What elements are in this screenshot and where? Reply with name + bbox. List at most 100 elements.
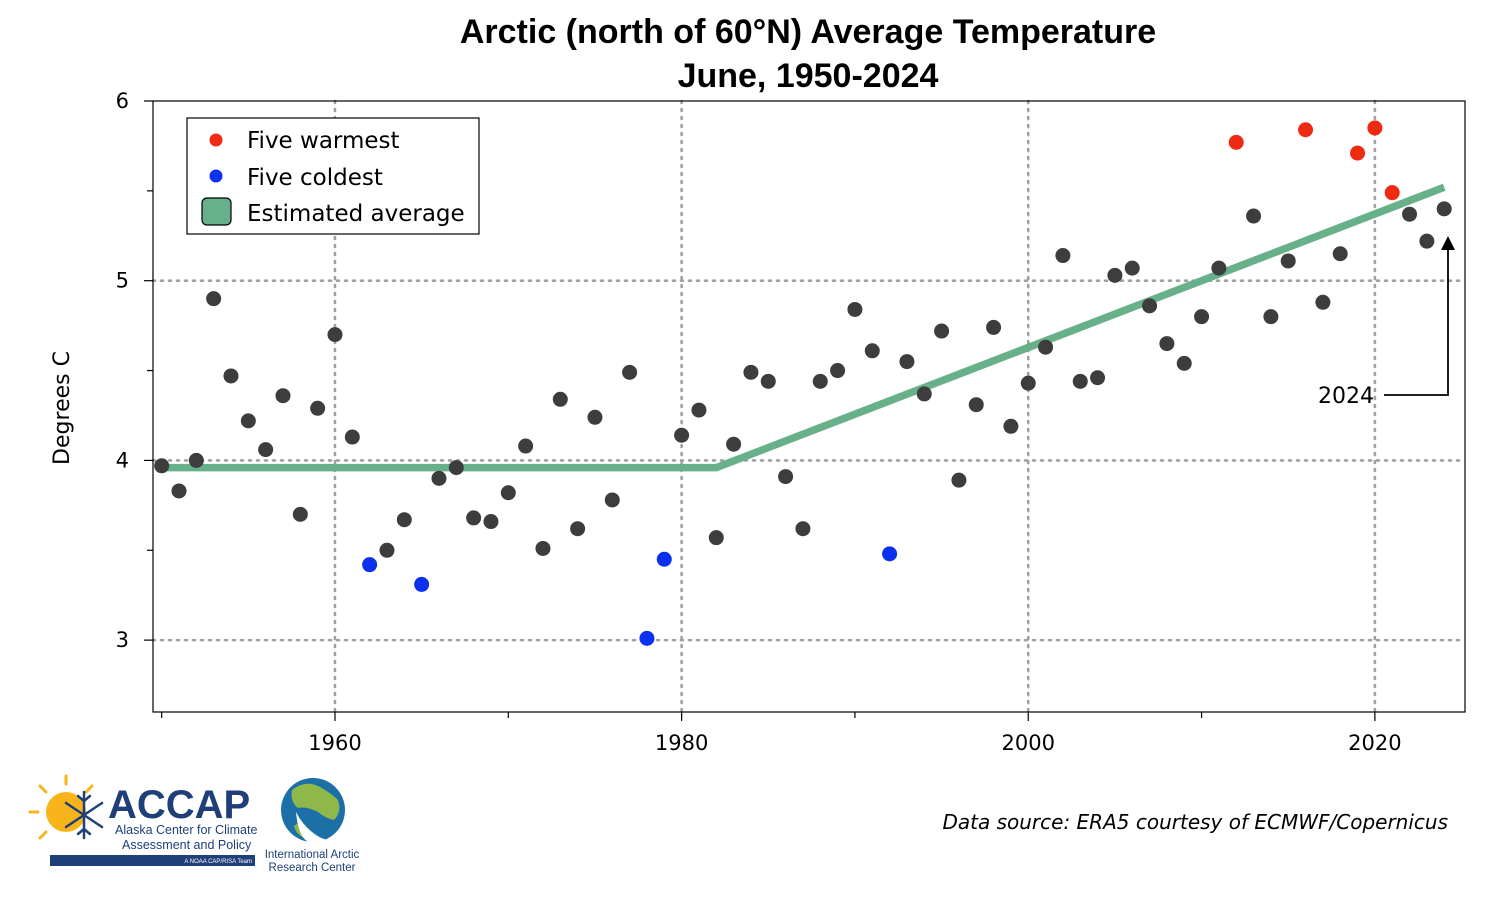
iarc-line1: International Arctic [265,849,360,861]
data-point-warm-2020 [1367,120,1383,136]
data-point-normal-1957 [275,388,291,404]
accap-line2: Assessment and Policy [122,838,252,852]
data-point-normal-1961 [344,429,360,445]
data-point-normal-1977 [622,364,638,380]
chart-title: Arctic (north of 60°N) Average Temperatu… [460,13,1156,51]
data-point-normal-1999 [1003,418,1019,434]
axes: 1960 1980 2000 2020 3 4 5 6 [116,89,1466,755]
data-point-normal-1959 [310,400,326,416]
data-point-normal-2013 [1246,208,1262,224]
trend-line [161,183,1446,472]
data-points [154,120,1452,646]
data-point-normal-1951 [171,483,187,499]
data-point-normal-1950 [154,458,170,474]
annotation-label: 2024 [1318,384,1374,409]
data-point-normal-1964 [396,512,412,528]
y-tick-label-6: 6 [116,89,129,113]
data-point-normal-1995 [934,323,950,339]
grid [151,99,1467,714]
data-point-normal-1974 [570,521,586,537]
data-point-normal-1991 [864,343,880,359]
legend-label-trend: Estimated average [247,201,465,227]
data-point-normal-2008 [1159,336,1175,352]
data-point-warm-2016 [1298,122,1314,138]
annotation-arrowhead [1441,236,1455,250]
accap-line1: Alaska Center for Climate [115,823,257,837]
annotation-arrow-line [1384,245,1449,396]
data-point-normal-1985 [760,373,776,389]
legend-label-cold: Five coldest [247,165,383,191]
x-tick-label-2020: 2020 [1348,731,1401,755]
data-point-normal-2009 [1176,355,1192,371]
data-point-normal-1993 [899,354,915,370]
data-point-normal-1994 [916,386,932,402]
legend-marker-cold [209,169,223,183]
accap-logo: ACCAP Alaska Center for Climate Assessme… [28,774,257,866]
iarc-logo: International Arctic Research Center [265,778,360,874]
data-point-normal-1975 [587,409,603,425]
trend-polyline [161,183,1446,472]
legend-box [186,117,480,235]
data-point-normal-1968 [466,510,482,526]
chart-subtitle: June, 1950-2024 [678,57,939,95]
data-point-normal-1983 [726,436,742,452]
data-point-normal-1996 [951,472,967,488]
data-point-warm-2021 [1384,185,1400,201]
data-point-cold-1979 [656,551,672,567]
data-point-normal-1984 [743,364,759,380]
data-point-cold-1992 [882,546,898,562]
data-point-normal-1967 [448,460,464,476]
data-point-normal-2015 [1280,253,1296,269]
data-point-normal-2014 [1263,309,1279,325]
data-point-normal-1969 [483,514,499,530]
data-point-normal-1970 [500,485,516,501]
data-point-normal-1982 [708,530,724,546]
data-point-normal-1963 [379,542,395,558]
data-point-normal-1971 [518,438,534,454]
data-point-normal-1954 [223,368,239,384]
data-point-normal-2004 [1090,370,1106,386]
data-point-normal-2003 [1072,373,1088,389]
accap-tagline: A NOAA CAP/RISA Team [184,859,252,865]
annotation-2024: 2024 [1318,236,1455,409]
data-point-normal-2017 [1315,294,1331,310]
data-point-normal-2002 [1055,248,1071,264]
data-point-normal-1990 [847,301,863,317]
y-axis-label: Degrees C [50,351,75,465]
iarc-line2: Research Center [269,862,356,874]
data-point-normal-2005 [1107,267,1123,283]
y-tick-label-5: 5 [116,269,129,293]
plot-frame [152,100,1466,713]
data-point-normal-1972 [535,540,551,556]
data-point-normal-1986 [778,469,794,485]
accap-tag-bar [50,855,255,866]
data-point-cold-1965 [414,576,430,592]
data-point-normal-2010 [1194,309,1210,325]
data-point-normal-2011 [1211,260,1227,276]
x-tick-label-1960: 1960 [308,731,361,755]
data-point-normal-1976 [604,492,620,508]
y-tick-label-4: 4 [116,448,129,472]
legend-label-warm: Five warmest [247,128,400,154]
legend-marker-trend [201,197,232,226]
data-point-normal-2000 [1020,375,1036,391]
data-point-normal-1980 [674,427,690,443]
x-tick-label-2000: 2000 [1002,731,1055,755]
data-point-normal-2023 [1419,233,1435,249]
accap-name: ACCAP [108,783,250,827]
data-point-normal-2006 [1124,260,1140,276]
data-point-normal-2022 [1402,206,1418,222]
data-point-normal-2018 [1332,246,1348,262]
legend-marker-warm [209,133,223,147]
data-point-normal-1997 [968,397,984,413]
data-point-normal-1956 [258,442,274,458]
data-point-normal-1981 [691,402,707,418]
data-point-normal-2001 [1038,339,1054,355]
data-source: Data source: ERA5 courtesy of ECMWF/Cope… [942,810,1448,834]
data-point-normal-1952 [188,452,204,468]
data-point-normal-1958 [292,506,308,522]
data-point-normal-2024 [1436,201,1452,217]
data-point-normal-1953 [206,291,222,307]
data-point-normal-1973 [552,391,568,407]
data-point-normal-1960 [327,327,343,343]
